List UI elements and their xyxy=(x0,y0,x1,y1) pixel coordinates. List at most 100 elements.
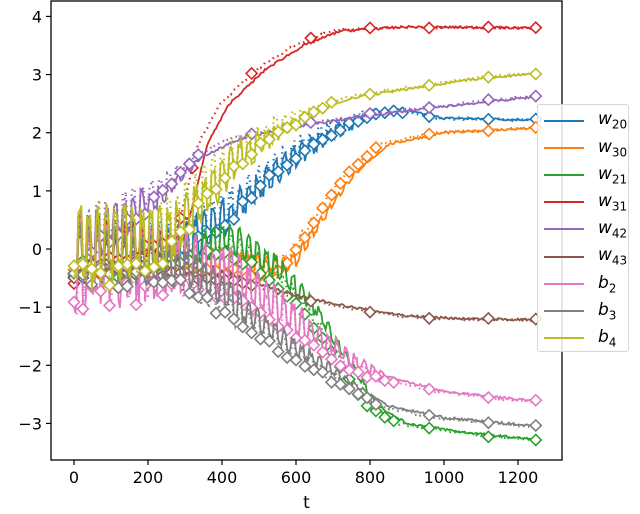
diamond-marker xyxy=(529,433,543,447)
legend-label: w20 xyxy=(598,109,628,132)
diamond-marker xyxy=(481,430,496,444)
diamond-marker xyxy=(173,273,188,287)
legend-swatch xyxy=(544,255,584,258)
x-tick-label: 600 xyxy=(281,468,312,487)
diamond-marker xyxy=(422,109,436,124)
diamond-marker xyxy=(298,143,312,158)
diamond-marker xyxy=(481,70,496,84)
diamond-marker xyxy=(316,133,330,147)
x-tick-label: 1000 xyxy=(424,468,465,487)
y-tick-label: 2 xyxy=(32,124,42,143)
diamond-marker xyxy=(280,350,294,365)
legend-item-b4: b4 xyxy=(544,325,628,352)
series-w42-dotted xyxy=(72,94,536,274)
diamond-marker xyxy=(529,67,543,81)
diamond-marker xyxy=(253,332,268,346)
diamond-marker xyxy=(227,312,241,326)
diamond-marker xyxy=(182,157,197,171)
diamond-marker xyxy=(236,157,250,171)
legend-swatch xyxy=(544,201,584,204)
diamond-marker xyxy=(147,275,161,289)
diamond-marker xyxy=(173,165,188,180)
diamond-marker xyxy=(351,365,365,379)
diamond-marker xyxy=(218,305,232,319)
diamond-marker xyxy=(324,95,339,109)
y-tick-label: −2 xyxy=(18,356,42,375)
legend-label: w42 xyxy=(598,218,628,241)
diamond-marker xyxy=(76,302,90,316)
diamond-marker xyxy=(244,127,259,141)
diamond-marker xyxy=(333,123,348,137)
legend-item-w21: w21 xyxy=(544,161,628,188)
diamond-marker xyxy=(262,334,276,348)
legend-swatch xyxy=(544,173,584,176)
diamond-marker xyxy=(280,323,294,337)
diamond-marker xyxy=(156,288,170,302)
diamond-marker xyxy=(191,290,205,304)
diamond-marker xyxy=(244,191,259,205)
diamond-marker xyxy=(147,190,161,204)
diamond-marker xyxy=(529,20,543,35)
diamond-marker xyxy=(156,257,170,271)
legend-swatch xyxy=(544,337,584,340)
x-tick-label: 200 xyxy=(133,468,164,487)
y-tick-label: 4 xyxy=(32,7,42,26)
diamond-marker xyxy=(333,359,348,373)
diamond-marker xyxy=(324,188,339,202)
diamond-marker xyxy=(333,176,348,191)
series-b3-dotted xyxy=(72,221,536,429)
diamond-marker xyxy=(307,137,321,151)
diamond-marker xyxy=(387,414,401,428)
diamond-marker xyxy=(316,365,330,379)
x-axis-title: t xyxy=(303,493,310,513)
diamond-marker xyxy=(182,222,197,237)
diamond-marker xyxy=(147,260,161,274)
legend-item-w20: w20 xyxy=(544,107,628,134)
diamond-marker xyxy=(529,418,543,433)
diamond-marker xyxy=(333,377,348,392)
diamond-marker xyxy=(209,182,223,196)
legend-swatch xyxy=(544,119,584,122)
y-axis: 4 3 2 1 0 −1 −2 −3 xyxy=(18,7,51,433)
legend-swatch xyxy=(544,282,584,285)
diamond-marker xyxy=(481,124,496,138)
series-layer xyxy=(67,20,543,447)
diamond-marker xyxy=(298,333,312,347)
legend-swatch xyxy=(544,309,584,312)
diamond-marker xyxy=(316,201,330,215)
y-tick-label: 0 xyxy=(32,240,42,259)
diamond-marker xyxy=(307,216,321,230)
legend: w20 w30 w21 w31 w42 w43 b2 b3 b4 xyxy=(537,104,629,352)
diamond-marker xyxy=(422,21,436,35)
legend-label: b2 xyxy=(598,272,617,295)
series-w30-dotted xyxy=(73,126,537,281)
diamond-marker xyxy=(422,100,436,115)
diamond-marker xyxy=(481,311,496,326)
diamond-marker xyxy=(253,179,268,193)
diamond-marker xyxy=(369,140,383,155)
diamond-marker xyxy=(342,165,356,179)
diamond-marker xyxy=(76,257,90,271)
diamond-marker xyxy=(422,382,436,396)
diamond-marker xyxy=(289,118,303,132)
x-tick-label: 800 xyxy=(355,468,386,487)
diamond-marker xyxy=(182,286,197,300)
legend-item-b2: b2 xyxy=(544,270,628,297)
diamond-marker xyxy=(369,397,383,412)
diamond-marker xyxy=(481,20,496,34)
diamond-marker xyxy=(529,89,543,103)
diamond-marker xyxy=(102,298,117,313)
diamond-marker xyxy=(351,157,365,171)
diamond-marker xyxy=(289,243,303,257)
legend-label: w43 xyxy=(598,245,628,268)
diamond-marker xyxy=(129,298,143,312)
diamond-marker xyxy=(165,177,179,191)
diamond-marker xyxy=(138,264,152,278)
diamond-marker xyxy=(191,196,205,210)
diamond-marker xyxy=(85,262,99,276)
diamond-marker xyxy=(218,171,232,185)
diamond-marker xyxy=(422,127,436,141)
legend-item-w43: w43 xyxy=(544,243,628,270)
y-tick-label: 3 xyxy=(32,66,42,85)
